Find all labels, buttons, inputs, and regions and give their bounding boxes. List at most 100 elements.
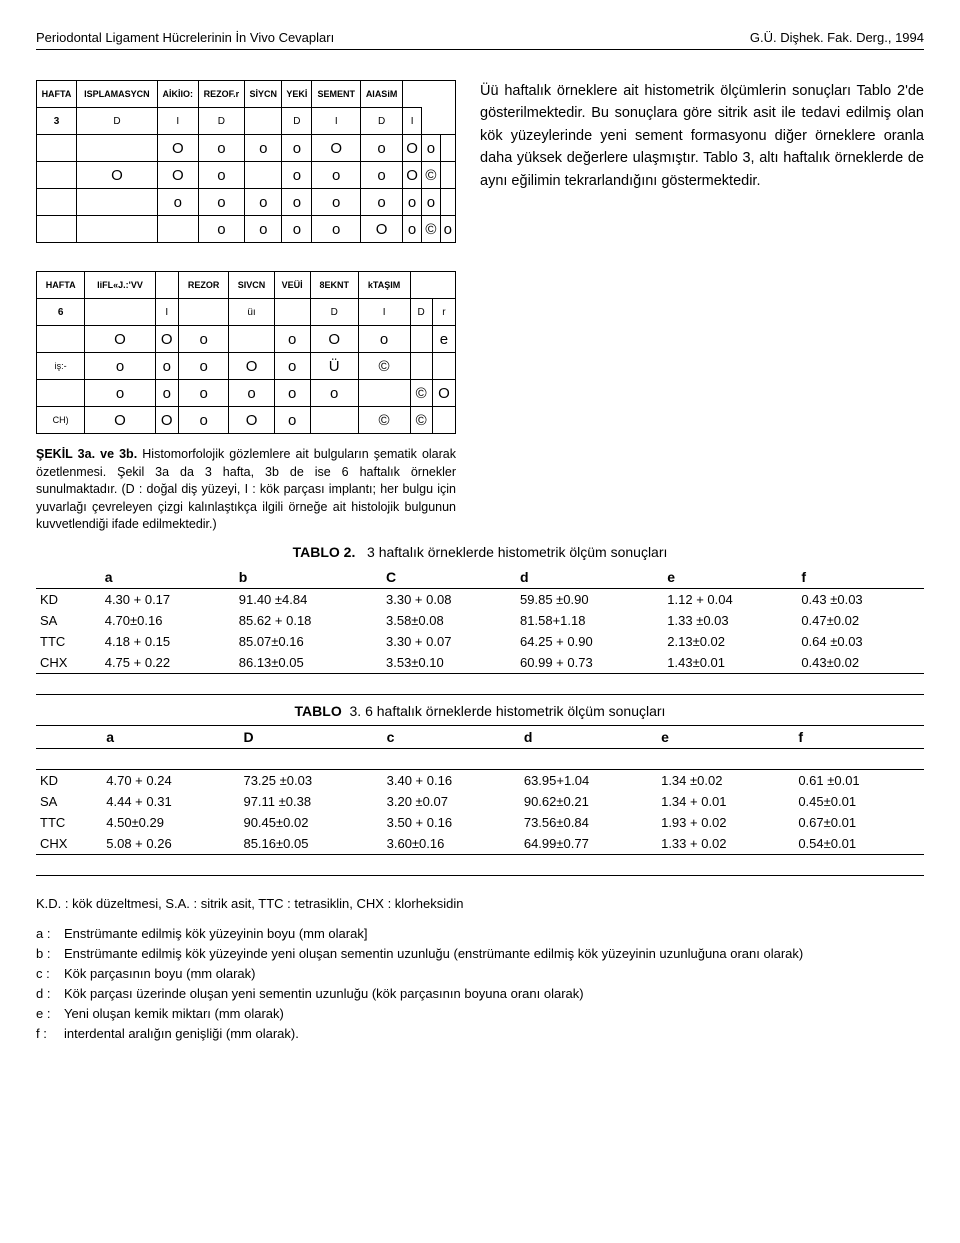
legend-abbrev: K.D. : kök düzeltmesi, S.A. : sitrik asi…: [36, 894, 924, 914]
table-row: KD4.70 + 0.2473.25 ±0.033.40 + 0.1663.95…: [36, 769, 924, 791]
header-rule: [36, 49, 924, 50]
schematic-symbol-cell: [410, 353, 432, 380]
legend-key: f :: [36, 1024, 64, 1044]
schematic-symbol-cell: O: [403, 135, 422, 162]
schematic-symbol-cell: [358, 380, 410, 407]
table-cell: 90.45±0.02: [239, 812, 382, 833]
table-header-cell: e: [657, 725, 794, 748]
table-cell: TTC: [36, 812, 102, 833]
schematic-row-label: 3: [37, 108, 77, 135]
table-cell: CHX: [36, 652, 101, 674]
table-header-cell: D: [239, 725, 382, 748]
table-header-cell: c: [383, 725, 520, 748]
table-cell: 64.25 + 0.90: [516, 631, 663, 652]
schematic-symbol-cell: o: [198, 189, 245, 216]
schematic-symbol-cell: o: [155, 380, 178, 407]
schematic-symbol-cell: O: [155, 326, 178, 353]
table-header-cell: d: [516, 566, 663, 589]
schematic-symbol-cell: [440, 189, 455, 216]
table-header-cell: f: [794, 725, 924, 748]
caption-lead: ŞEKİL 3a. ve 3b.: [36, 447, 137, 461]
schematic-symbol-cell: o: [422, 135, 440, 162]
legend-item: e :Yeni oluşan kemik miktarı (mm olarak): [36, 1004, 924, 1024]
schematic-symbol-cell: o: [312, 189, 361, 216]
table-cell: 3.60±0.16: [383, 833, 520, 855]
table-cell: 0.61 ±0.01: [794, 769, 924, 791]
table-cell: 4.50±0.29: [102, 812, 239, 833]
schematic-header-cell: REZOF.r: [198, 81, 245, 108]
table-cell: 1.33 ±0.03: [663, 610, 797, 631]
table-header-cell: e: [663, 566, 797, 589]
schematic-symbol-cell: o: [198, 216, 245, 243]
table-cell: 3.30 + 0.08: [382, 588, 516, 610]
table-cell: 4.44 + 0.31: [102, 791, 239, 812]
schematic-symbol-cell: [37, 162, 77, 189]
table-row: SA4.70±0.1685.62 + 0.183.58±0.0881.58+1.…: [36, 610, 924, 631]
schematic-symbol-cell: Ü: [310, 353, 358, 380]
schematic-symbol-cell: ©: [422, 162, 440, 189]
schematic-3b: HAFTAliFL«J.:'VVREZORSIVCNVEÜİ8EKNTkTAŞI…: [36, 271, 456, 434]
table-cell: KD: [36, 588, 101, 610]
table-cell: 0.54±0.01: [794, 833, 924, 855]
schematic-symbol-cell: o: [178, 326, 229, 353]
legend-value: Yeni oluşan kemik miktarı (mm olarak): [64, 1004, 924, 1024]
schematic-symbol-cell: o: [282, 216, 312, 243]
table-cell: 73.25 ±0.03: [239, 769, 382, 791]
tablo2-label: TABLO 2.: [293, 544, 356, 560]
table-cell: 3.20 ±0.07: [383, 791, 520, 812]
schematic-symbol-cell: o: [245, 135, 282, 162]
table-cell: 97.11 ±0.38: [239, 791, 382, 812]
table-row: KD4.30 + 0.1791.40 ±4.843.30 + 0.0859.85…: [36, 588, 924, 610]
schematic-symbol-cell: o: [403, 216, 422, 243]
figure-caption: ŞEKİL 3a. ve 3b. Histomorfolojik gözleml…: [36, 446, 456, 534]
schematic-header-cell: VEÜİ: [274, 272, 310, 299]
table-header-cell: [36, 566, 101, 589]
schematic-header-cell: REZOR: [178, 272, 229, 299]
schematic-symbol-cell: o: [178, 407, 229, 434]
legend-key: b :: [36, 944, 64, 964]
schematic-cell: I: [358, 299, 410, 326]
table-cell: 3.30 + 0.07: [382, 631, 516, 652]
table-cell: 2.13±0.02: [663, 631, 797, 652]
schematic-symbol-cell: o: [358, 326, 410, 353]
table-cell: 91.40 ±4.84: [235, 588, 382, 610]
schematic-header-cell: HAFTA: [37, 272, 85, 299]
schematic-cell: D: [410, 299, 432, 326]
table-cell: CHX: [36, 833, 102, 855]
schematic-symbol-cell: o: [282, 189, 312, 216]
schematic-symbol-cell: O: [229, 353, 274, 380]
table-cell: 0.64 ±0.03: [797, 631, 924, 652]
schematic-symbol-cell: o: [310, 380, 358, 407]
schematic-symbol-cell: O: [310, 326, 358, 353]
schematic-symbol-cell: o: [85, 380, 155, 407]
table-cell: 1.93 + 0.02: [657, 812, 794, 833]
table-cell: 85.16±0.05: [239, 833, 382, 855]
legend-item: b :Enstrümante edilmiş kök yüzeyinde yen…: [36, 944, 924, 964]
schematic-symbol-cell: o: [245, 216, 282, 243]
table-header-cell: f: [797, 566, 924, 589]
schematic-symbol-cell: ©: [358, 353, 410, 380]
table-row: TTC4.50±0.2990.45±0.023.50 + 0.1673.56±0…: [36, 812, 924, 833]
table-cell: SA: [36, 791, 102, 812]
schematic-cell: [85, 299, 155, 326]
schematic-symbol-cell: [410, 326, 432, 353]
table-cell: 85.07±0.16: [235, 631, 382, 652]
tablo3-title: TABLO 3. 6 haftalık örneklerde histometr…: [36, 703, 924, 719]
table-header-cell: C: [382, 566, 516, 589]
schematic-header-cell: SIVCN: [229, 272, 274, 299]
table-cell: 3.53±0.10: [382, 652, 516, 674]
schematic-symbol-cell: o: [245, 189, 282, 216]
schematic-symbol-cell: [76, 216, 157, 243]
schematic-symbol-cell: o: [274, 326, 310, 353]
schematic-header-cell: [155, 272, 178, 299]
table-cell: 60.99 + 0.73: [516, 652, 663, 674]
tablo3-text: 3. 6 haftalık örneklerde histometrik ölç…: [350, 703, 666, 719]
schematic-symbol-cell: o: [282, 135, 312, 162]
table-cell: 0.43±0.02: [797, 652, 924, 674]
schematic-symbol-cell: [432, 353, 455, 380]
schematic-row-label: iş:-: [37, 353, 85, 380]
schematic-symbol-cell: [37, 135, 77, 162]
schematic-symbol-cell: O: [312, 135, 361, 162]
schematic-symbol-cell: o: [85, 353, 155, 380]
schematic-symbol-cell: e: [432, 326, 455, 353]
